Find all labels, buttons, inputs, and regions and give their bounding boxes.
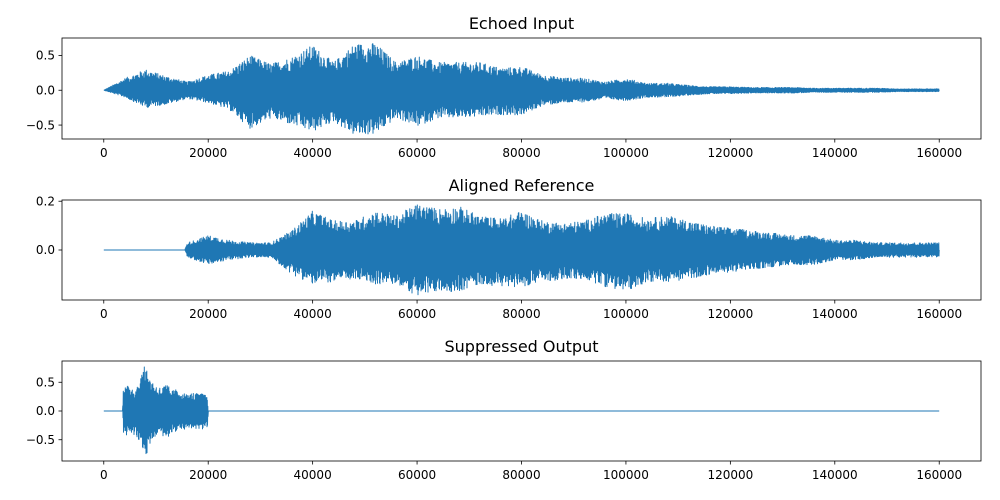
aligned-reference-x-tick-label: 140000 <box>812 307 858 321</box>
aligned-reference-x-tick-label: 160000 <box>916 307 962 321</box>
aligned-reference-x-tick-label: 80000 <box>502 307 540 321</box>
echoed-input-y-tick-label: 0.5 <box>36 49 55 63</box>
echoed-input-x-tick-label: 60000 <box>398 146 436 160</box>
suppressed-output-waveform <box>103 366 940 455</box>
echoed-input-panel: Echoed Input 0 20000 40000 60000 80000 100000… <box>26 14 982 160</box>
suppressed-output-x-tick-label: 20000 <box>189 468 227 482</box>
suppressed-output-title: Suppressed Output <box>444 337 598 356</box>
suppressed-output-x-tick-label: 80000 <box>502 468 540 482</box>
echoed-input-x-tick-label: 80000 <box>502 146 540 160</box>
suppressed-output-y-tick-label: 0.0 <box>36 404 55 418</box>
suppressed-output-x-tick-label: 40000 <box>294 468 332 482</box>
aligned-reference-y-tick-label: 0.0 <box>36 243 55 257</box>
suppressed-output-y-tick-label: 0.5 <box>36 375 55 389</box>
echoed-input-x-tick-label: 160000 <box>916 146 962 160</box>
echoed-input-y-tick-label: −0.5 <box>26 118 55 132</box>
aligned-reference-panel: Aligned Reference 0 20000 40000 60000 80000 1… <box>36 176 982 321</box>
echoed-input-x-tick-label: 120000 <box>707 146 753 160</box>
aligned-reference-title: Aligned Reference <box>449 176 595 195</box>
echoed-input-title: Echoed Input <box>469 14 574 33</box>
aligned-reference-y-tick-label: 0.2 <box>36 194 55 208</box>
aligned-reference-x-tick-label: 20000 <box>189 307 227 321</box>
echoed-input-x-tick-label: 140000 <box>812 146 858 160</box>
suppressed-output-x-tick-label: 140000 <box>812 468 858 482</box>
echoed-input-x-tick-label: 40000 <box>294 146 332 160</box>
suppressed-output-x-tick-label: 60000 <box>398 468 436 482</box>
aligned-reference-x-tick-label: 100000 <box>603 307 649 321</box>
echoed-input-x-tick-label: 0 <box>100 146 108 160</box>
suppressed-output-x-tick-label: 0 <box>100 468 108 482</box>
echoed-input-y-tick-label: 0.0 <box>36 83 55 97</box>
suppressed-output-y-tick-label: −0.5 <box>26 433 55 447</box>
echoed-input-x-tick-label: 20000 <box>189 146 227 160</box>
suppressed-output-x-tick-label: 120000 <box>707 468 753 482</box>
aligned-reference-x-tick-label: 60000 <box>398 307 436 321</box>
aligned-reference-x-tick-label: 120000 <box>707 307 753 321</box>
echoed-input-x-tick-label: 100000 <box>603 146 649 160</box>
aligned-reference-x-tick-label: 40000 <box>294 307 332 321</box>
echoed-input-waveform <box>103 43 940 135</box>
suppressed-output-x-tick-label: 100000 <box>603 468 649 482</box>
suppressed-output-panel: Suppressed Output 0 20000 40000 60000 80000 1… <box>26 337 982 482</box>
aligned-reference-waveform <box>103 204 940 296</box>
suppressed-output-x-tick-label: 160000 <box>916 468 962 482</box>
aligned-reference-x-tick-label: 0 <box>100 307 108 321</box>
